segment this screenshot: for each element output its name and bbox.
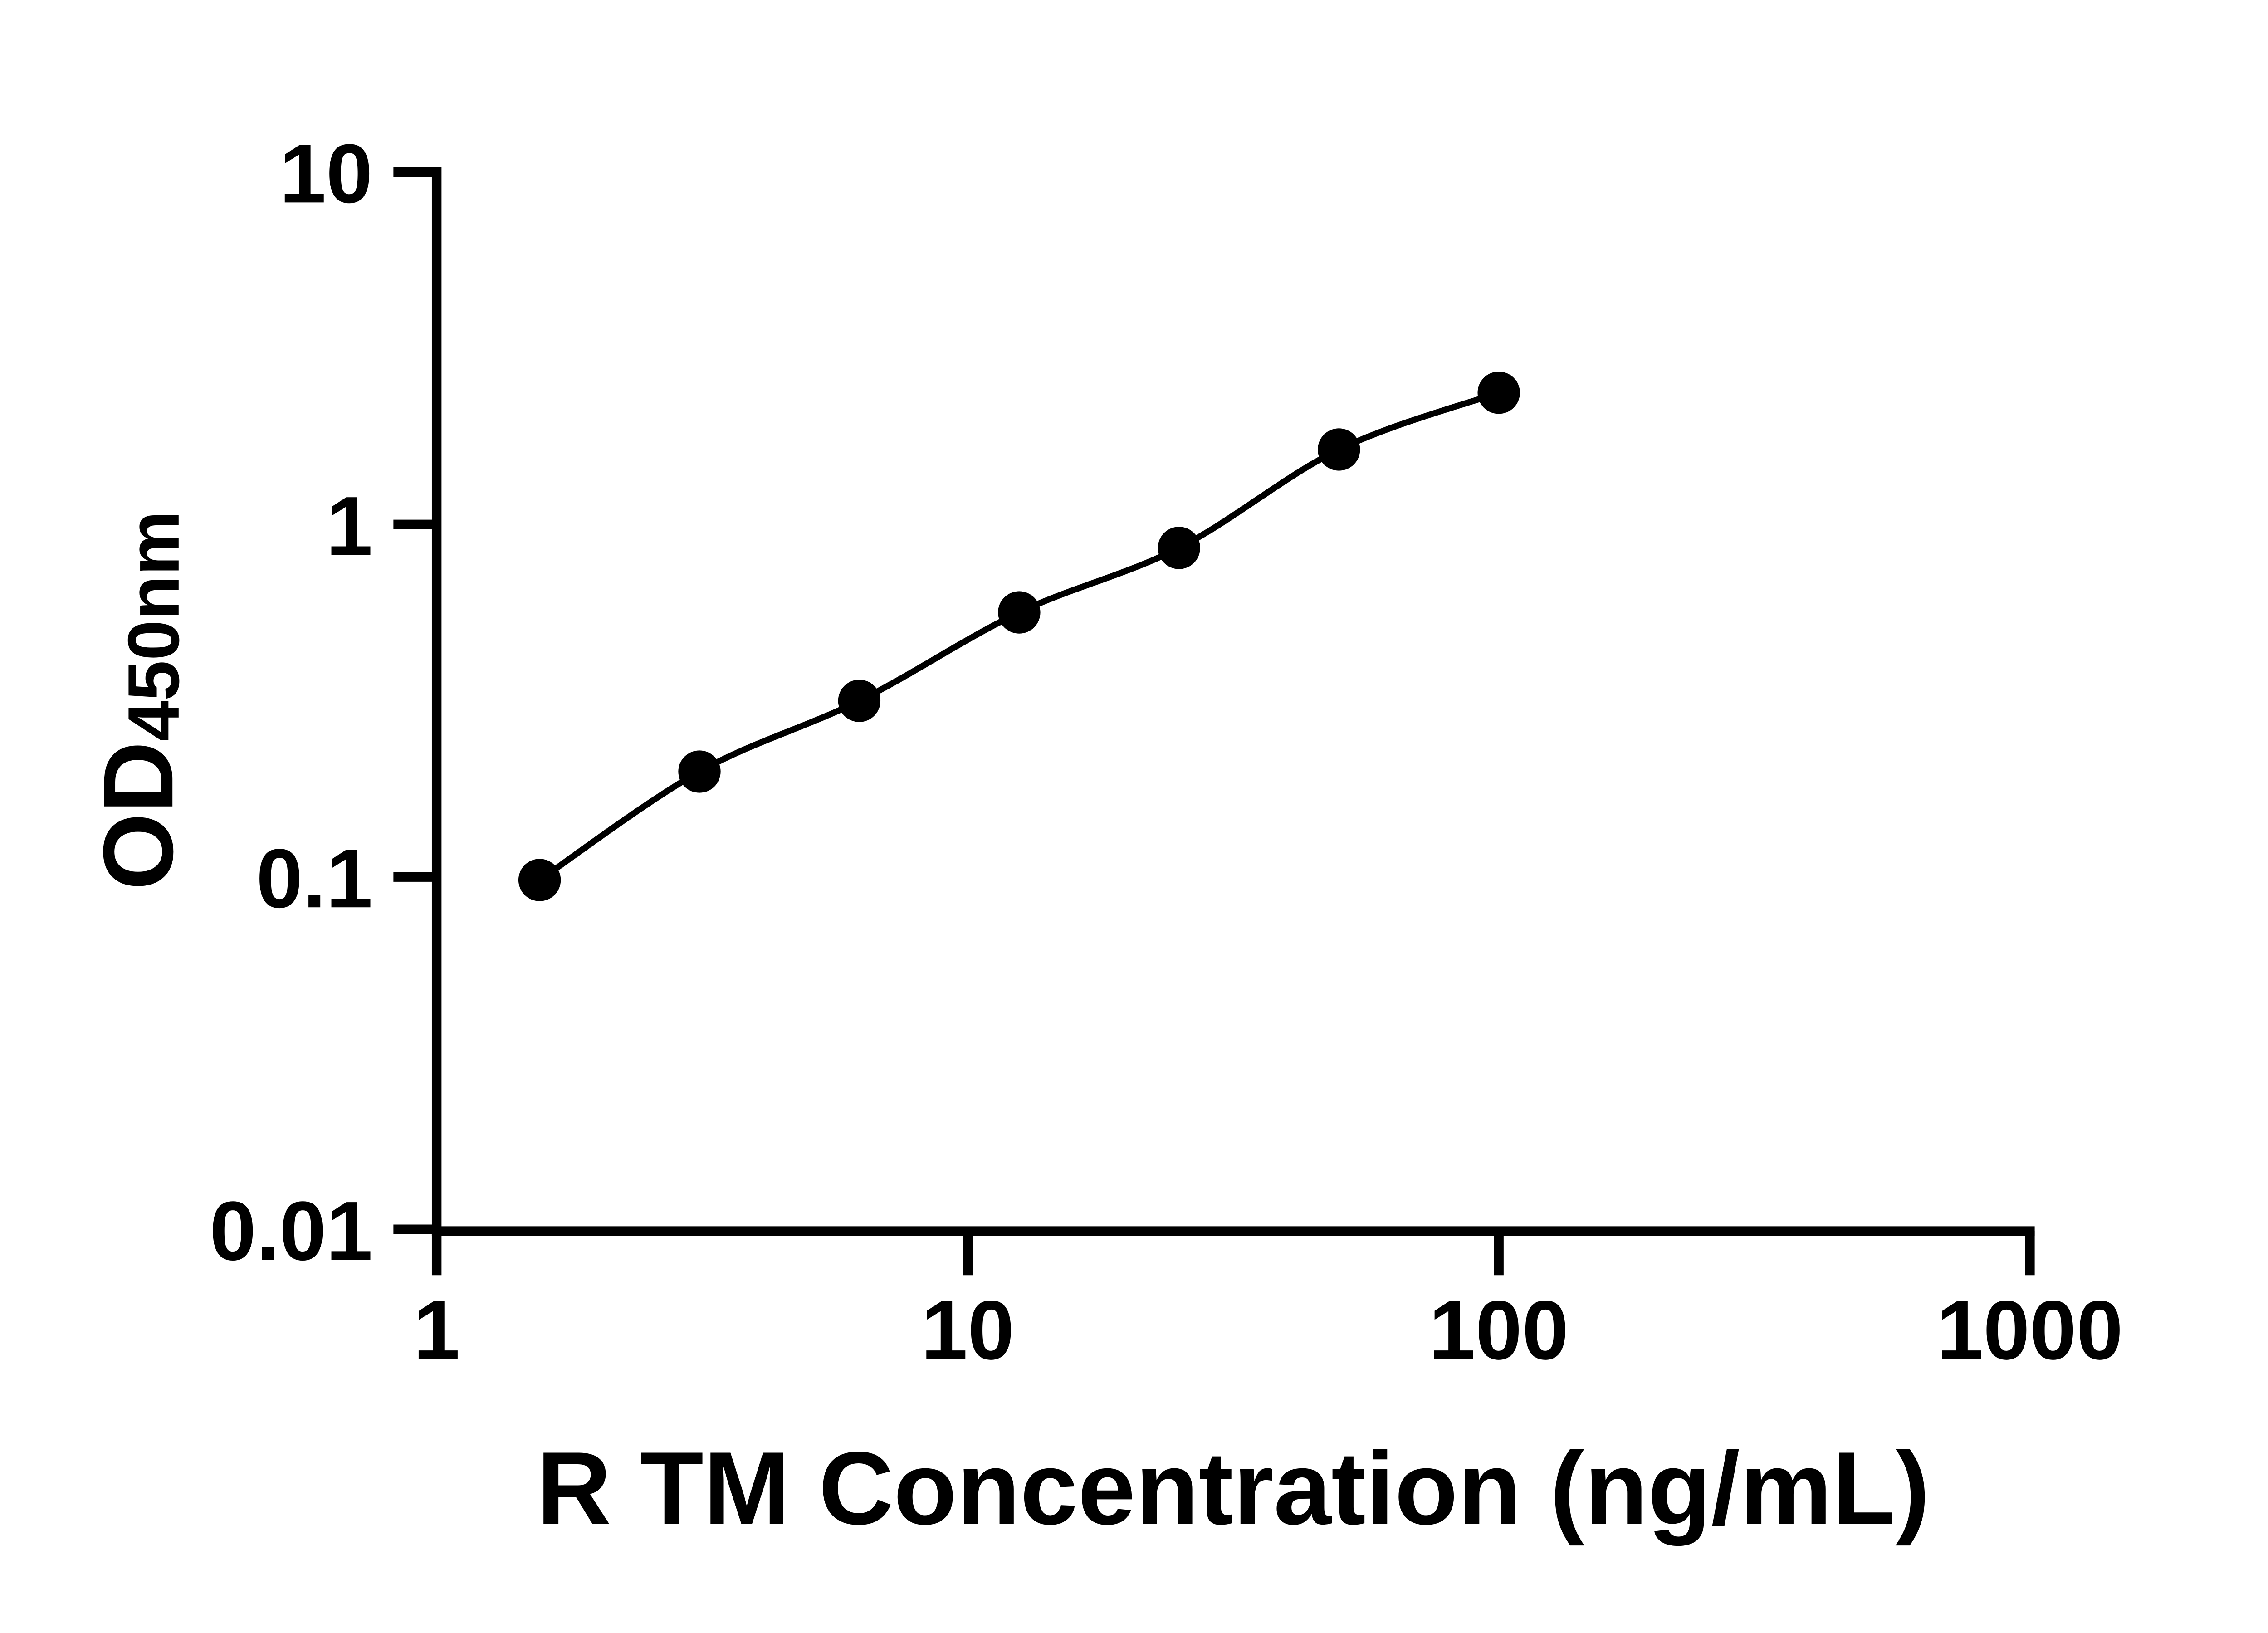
- x-tick-label: 1: [413, 1284, 460, 1377]
- y-tick-label: 1: [326, 479, 373, 573]
- data-point-marker: [678, 750, 721, 793]
- y-tick-label: 0.1: [256, 832, 373, 925]
- data-point-marker: [1158, 527, 1200, 569]
- data-point-marker: [1477, 372, 1520, 414]
- x-axis-title: R TM Concentration (ng/mL): [537, 1431, 1930, 1546]
- y-axis-title: OD450nm: [83, 511, 194, 890]
- y-axis-title-main: OD: [83, 741, 194, 890]
- axes-layer: [431, 167, 2035, 1236]
- data-point-marker: [998, 591, 1041, 634]
- data-point-marker: [838, 680, 881, 722]
- x-tick-label: 1000: [1936, 1284, 2123, 1377]
- data-point-marker: [518, 859, 561, 901]
- tick-labels-layer: 1 10 100 1000 10 1 0.1 0.01: [210, 127, 2123, 1377]
- y-tick-label: 0.01: [210, 1184, 373, 1278]
- x-tick-label: 100: [1429, 1284, 1569, 1377]
- y-tick-label: 10: [279, 127, 373, 220]
- ticks-layer: [393, 167, 2035, 1276]
- data-point-marker: [1318, 428, 1360, 471]
- series-layer: [518, 372, 1520, 901]
- fit-curve: [536, 389, 1502, 883]
- x-tick-label: 10: [921, 1284, 1014, 1377]
- y-axis-title-subscript: 450nm: [113, 511, 194, 741]
